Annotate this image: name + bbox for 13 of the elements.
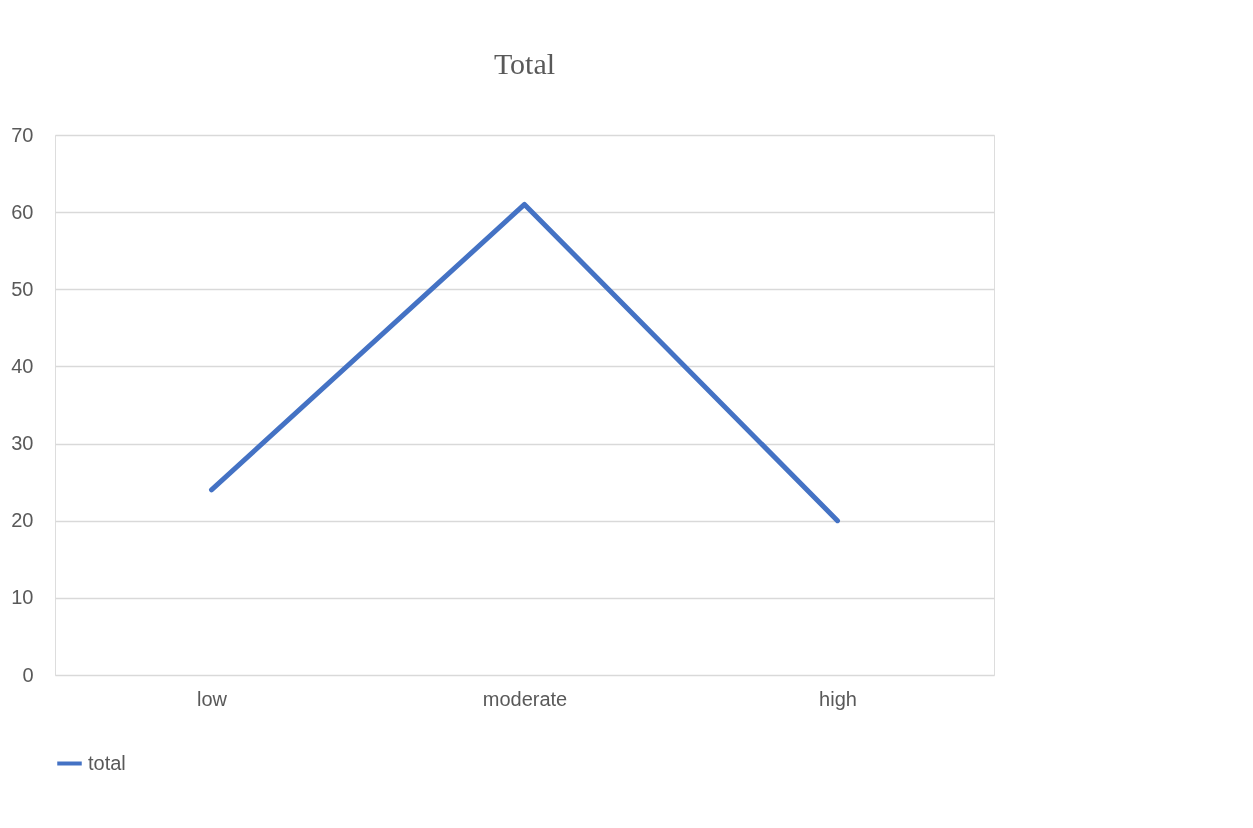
y-tick-label: 70 [11,123,34,146]
chart-title: Total [493,47,556,80]
y-tick-label: 0 [22,663,34,686]
y-tick-label: 20 [11,509,34,532]
x-tick-label: high [819,687,857,710]
y-tick-label: 10 [11,586,34,609]
x-tick-label: moderate [482,687,568,710]
x-tick-label: low [196,687,228,710]
y-tick-label: 50 [11,277,34,300]
legend-label: total [88,751,126,774]
y-tick-label: 60 [11,200,34,223]
y-tick-label: 40 [11,354,34,377]
y-tick-label: 30 [11,432,34,455]
